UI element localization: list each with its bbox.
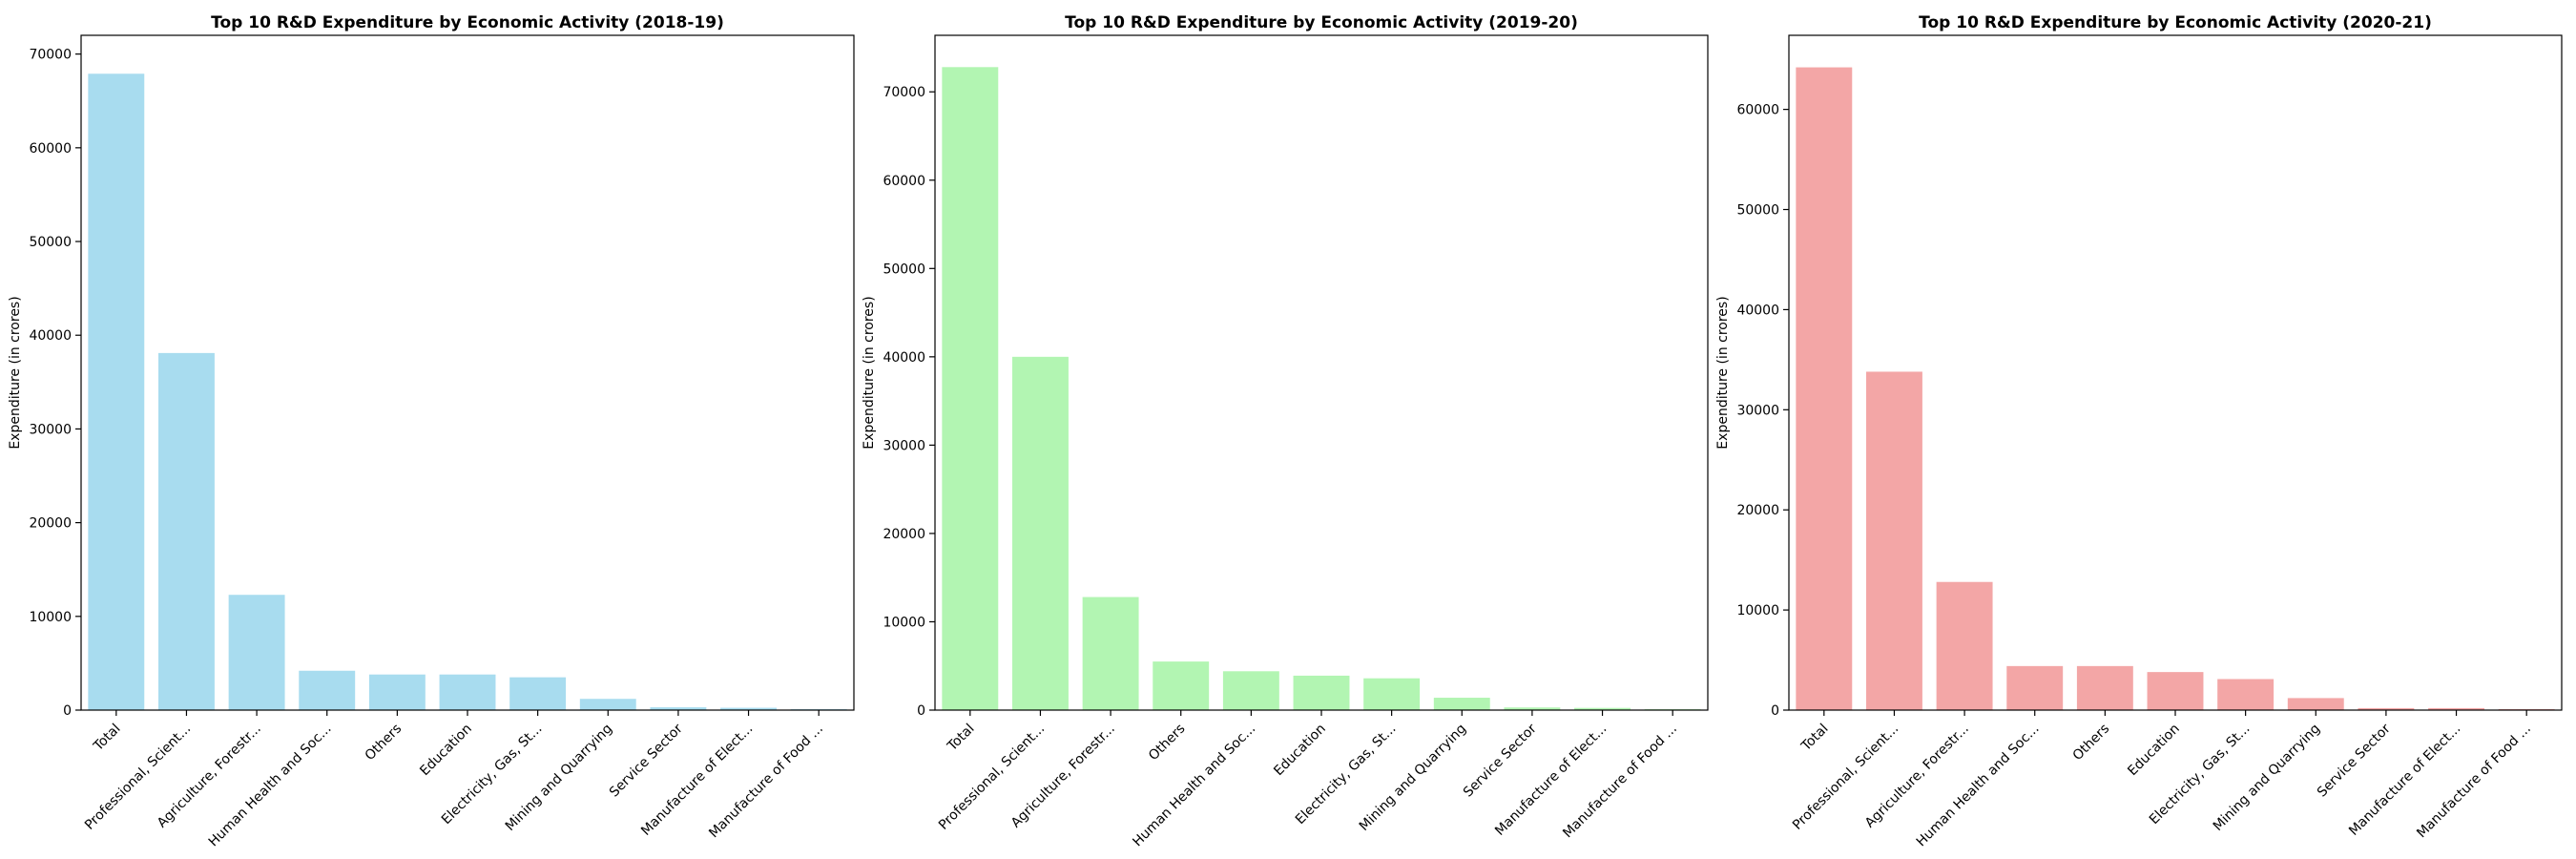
x-tick-label: Service Sector (1461, 721, 1540, 800)
y-tick-label: 20000 (1736, 503, 1779, 518)
y-axis-label: Expenditure (in crores) (1715, 296, 1731, 449)
chart-panels: Top 10 R&D Expenditure by Economic Activ… (8, 13, 2563, 850)
bar-2 (158, 352, 215, 710)
x-tick-label: Total (91, 722, 124, 755)
x-tick-label: Education (2125, 722, 2183, 780)
y-tick-label: 60000 (883, 174, 925, 189)
bar-3 (228, 595, 285, 710)
x-tick-label: Others (363, 722, 405, 765)
y-tick-label: 0 (63, 703, 72, 719)
y-tick-label: 10000 (29, 610, 72, 625)
y-tick-label: 60000 (1736, 103, 1779, 118)
bar-6 (439, 674, 496, 710)
x-tick-label: Others (2070, 722, 2113, 765)
y-tick-label: 70000 (883, 85, 925, 100)
bar-6 (1293, 675, 1350, 710)
bar-7 (2217, 679, 2275, 710)
bar-9 (650, 707, 707, 710)
chart-1: Top 10 R&D Expenditure by Economic Activ… (8, 13, 855, 850)
bar-8 (2287, 698, 2344, 710)
y-axis-label: Expenditure (in crores) (862, 296, 877, 449)
bar-5 (1222, 671, 1279, 710)
bar-9 (1504, 707, 1561, 710)
bar-2 (1866, 371, 1922, 710)
bar-7 (509, 677, 567, 710)
x-tick-label: Education (1271, 722, 1329, 780)
y-tick-label: 10000 (883, 615, 925, 630)
x-tick-label: Manufacture of Food ... (1560, 722, 1680, 842)
bar-10 (2428, 707, 2484, 710)
bar-5 (368, 674, 426, 710)
x-tick-label: Human Health and Soc... (1914, 722, 2043, 850)
chart-title: Top 10 R&D Expenditure by Economic Activ… (1065, 13, 1578, 32)
y-tick-label: 50000 (29, 235, 72, 250)
x-tick-label: Human Health and Soc... (1130, 722, 1258, 850)
y-tick-label: 70000 (29, 48, 72, 63)
bar-5 (2076, 665, 2133, 710)
bar-1 (942, 67, 999, 710)
bar-8 (1433, 698, 1490, 710)
x-tick-label: Total (1798, 722, 1832, 755)
y-tick-label: 40000 (883, 350, 925, 366)
axes-frame (80, 34, 855, 711)
axes-frame (1788, 34, 2563, 711)
bar-6 (2147, 672, 2204, 710)
y-tick-label: 30000 (883, 438, 925, 453)
chart-title: Top 10 R&D Expenditure by Economic Activ… (211, 13, 724, 32)
x-tick-label: Manufacture of Food ... (2414, 722, 2534, 842)
bar-4 (299, 670, 356, 710)
y-tick-label: 40000 (29, 328, 72, 344)
bar-9 (2358, 707, 2415, 710)
y-tick-label: 40000 (1736, 303, 1779, 318)
x-tick-label: Service Sector (2315, 721, 2394, 800)
x-tick-label: Service Sector (607, 721, 686, 800)
bar-1 (88, 73, 145, 710)
bar-10 (720, 707, 777, 710)
x-tick-label: Total (945, 722, 978, 755)
axes-frame (934, 34, 1709, 711)
bar-3 (1936, 581, 1993, 710)
y-tick-label: 0 (917, 703, 925, 719)
y-tick-label: 50000 (883, 262, 925, 277)
y-axis-label: Expenditure (in crores) (8, 296, 23, 449)
y-tick-label: 10000 (1736, 603, 1779, 618)
y-tick-label: 20000 (29, 516, 72, 532)
bar-4 (1153, 661, 1210, 710)
x-tick-label: Manufacture of Food ... (706, 722, 826, 842)
chart-3: Top 10 R&D Expenditure by Economic Activ… (1715, 13, 2563, 850)
y-tick-label: 30000 (1736, 403, 1779, 418)
bar-10 (1574, 707, 1631, 710)
y-tick-label: 20000 (883, 527, 925, 542)
bar-3 (1082, 597, 1139, 710)
y-tick-label: 50000 (1736, 203, 1779, 219)
x-tick-label: Others (1146, 722, 1189, 765)
bar-8 (579, 699, 636, 710)
bar-2 (1012, 356, 1069, 710)
bar-1 (1796, 67, 1853, 710)
y-tick-label: 0 (1771, 703, 1779, 719)
x-tick-label: Human Health and Soc... (206, 722, 335, 850)
chart-title: Top 10 R&D Expenditure by Economic Activ… (1919, 13, 2432, 32)
bar-4 (2006, 665, 2064, 710)
chart-2: Top 10 R&D Expenditure by Economic Activ… (862, 13, 1709, 850)
bar-7 (1363, 678, 1421, 710)
y-tick-label: 60000 (29, 141, 72, 157)
x-tick-label: Education (417, 722, 475, 780)
y-tick-label: 30000 (29, 422, 72, 437)
